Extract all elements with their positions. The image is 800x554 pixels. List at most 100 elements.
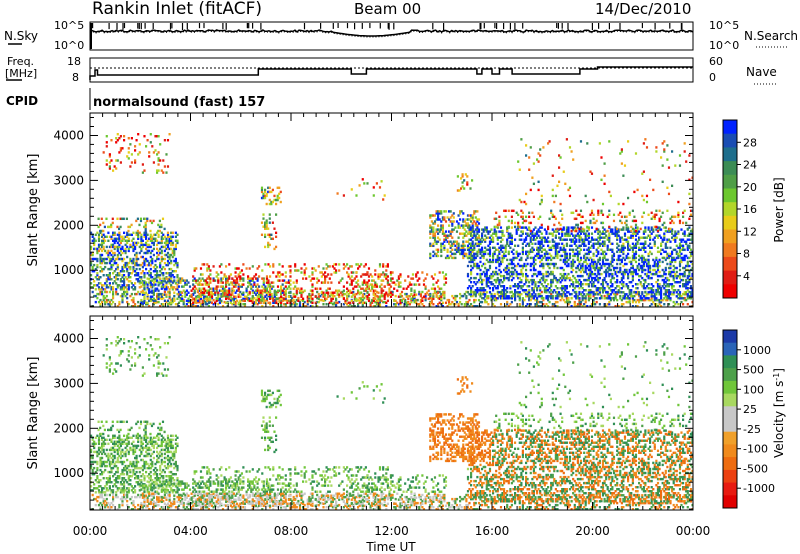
power-cell (116, 265, 119, 269)
power-cell (265, 281, 269, 284)
power-cell (121, 237, 124, 241)
power-cell (603, 228, 606, 231)
power-cell (620, 291, 623, 294)
power-cell (151, 289, 154, 292)
power-cell (367, 293, 371, 296)
power-cell (116, 257, 119, 261)
power-cell (429, 230, 432, 233)
power-cell (99, 265, 102, 269)
power-cell (314, 301, 317, 305)
power-cell (567, 272, 570, 276)
power-cell (556, 281, 559, 284)
power-cell (306, 296, 309, 300)
power-cell (545, 256, 548, 260)
power-cell (587, 226, 590, 229)
power-cell (135, 251, 138, 255)
power-cell (611, 242, 614, 246)
power-cell (99, 288, 102, 291)
power-cell (587, 278, 590, 282)
power-cell (448, 256, 451, 260)
power-cell (214, 287, 217, 290)
power-cell (163, 235, 166, 239)
power-cell (207, 285, 210, 288)
power-cell (594, 278, 597, 282)
power-cell (101, 300, 104, 304)
power-cell (143, 292, 146, 296)
power-cell (146, 249, 149, 253)
power-cell (163, 280, 166, 283)
power-cell (140, 281, 143, 284)
power-cell (550, 258, 553, 262)
power-cell (551, 305, 554, 307)
power-cell (217, 297, 220, 301)
power-cell (521, 246, 524, 250)
power-cell (138, 143, 141, 146)
power-cell (666, 298, 669, 302)
power-cell (559, 248, 562, 252)
power-cell (410, 287, 413, 290)
power-cell (680, 300, 683, 304)
power-cell (493, 292, 496, 296)
power-cell (350, 265, 353, 268)
power-cell (394, 283, 397, 286)
power-cell (518, 303, 521, 306)
power-cell (156, 297, 159, 301)
power-cell (576, 250, 579, 254)
power-cell (349, 301, 352, 305)
power-cell (93, 239, 96, 243)
power-cell (154, 135, 157, 138)
power-cell (146, 243, 149, 247)
power-cell (140, 276, 143, 279)
power-cell (157, 169, 160, 172)
power-cell (589, 264, 592, 268)
power-cell (424, 285, 427, 288)
power-cell (451, 248, 454, 252)
power-cell (539, 236, 542, 239)
power-cell (159, 270, 162, 273)
power-cell (528, 252, 531, 256)
power-cell (140, 255, 143, 259)
power-cell (619, 291, 622, 294)
power-cell (388, 289, 391, 292)
power-cell (91, 257, 94, 261)
noise-left-label: N.Sky (4, 29, 38, 43)
power-cell (578, 297, 581, 300)
power-cell (605, 274, 608, 278)
power-cell (459, 296, 462, 300)
power-cell (91, 251, 94, 255)
power-cell (204, 279, 207, 282)
power-cell (298, 300, 302, 304)
power-cell (259, 295, 262, 298)
power-cell (126, 288, 129, 291)
power-cell (347, 305, 350, 307)
power-cell (617, 289, 620, 292)
power-cell (151, 279, 154, 282)
power-cell (570, 260, 573, 264)
power-cell (289, 305, 292, 307)
power-cell (388, 293, 391, 296)
power-cell (551, 240, 554, 243)
power-cell (192, 279, 195, 282)
power-cell (141, 245, 144, 249)
power-cell (272, 263, 275, 266)
power-cell (465, 224, 468, 227)
power-cell (275, 213, 278, 216)
power-cell (479, 290, 482, 294)
power-cell (182, 300, 185, 304)
power-cell (272, 299, 275, 303)
power-cell (204, 295, 207, 298)
power-cell (471, 285, 474, 288)
power-cell (517, 291, 520, 294)
power-cell (410, 293, 413, 296)
power-cell (101, 257, 104, 261)
power-cell (567, 264, 570, 268)
power-cell (242, 273, 245, 276)
power-cell (608, 303, 611, 306)
power-cell (196, 283, 199, 286)
power-cell (460, 232, 463, 235)
power-cell (413, 283, 416, 286)
power-cell (540, 305, 543, 307)
power-cell (363, 182, 366, 185)
power-cell (151, 283, 154, 286)
power-cell (108, 165, 111, 168)
